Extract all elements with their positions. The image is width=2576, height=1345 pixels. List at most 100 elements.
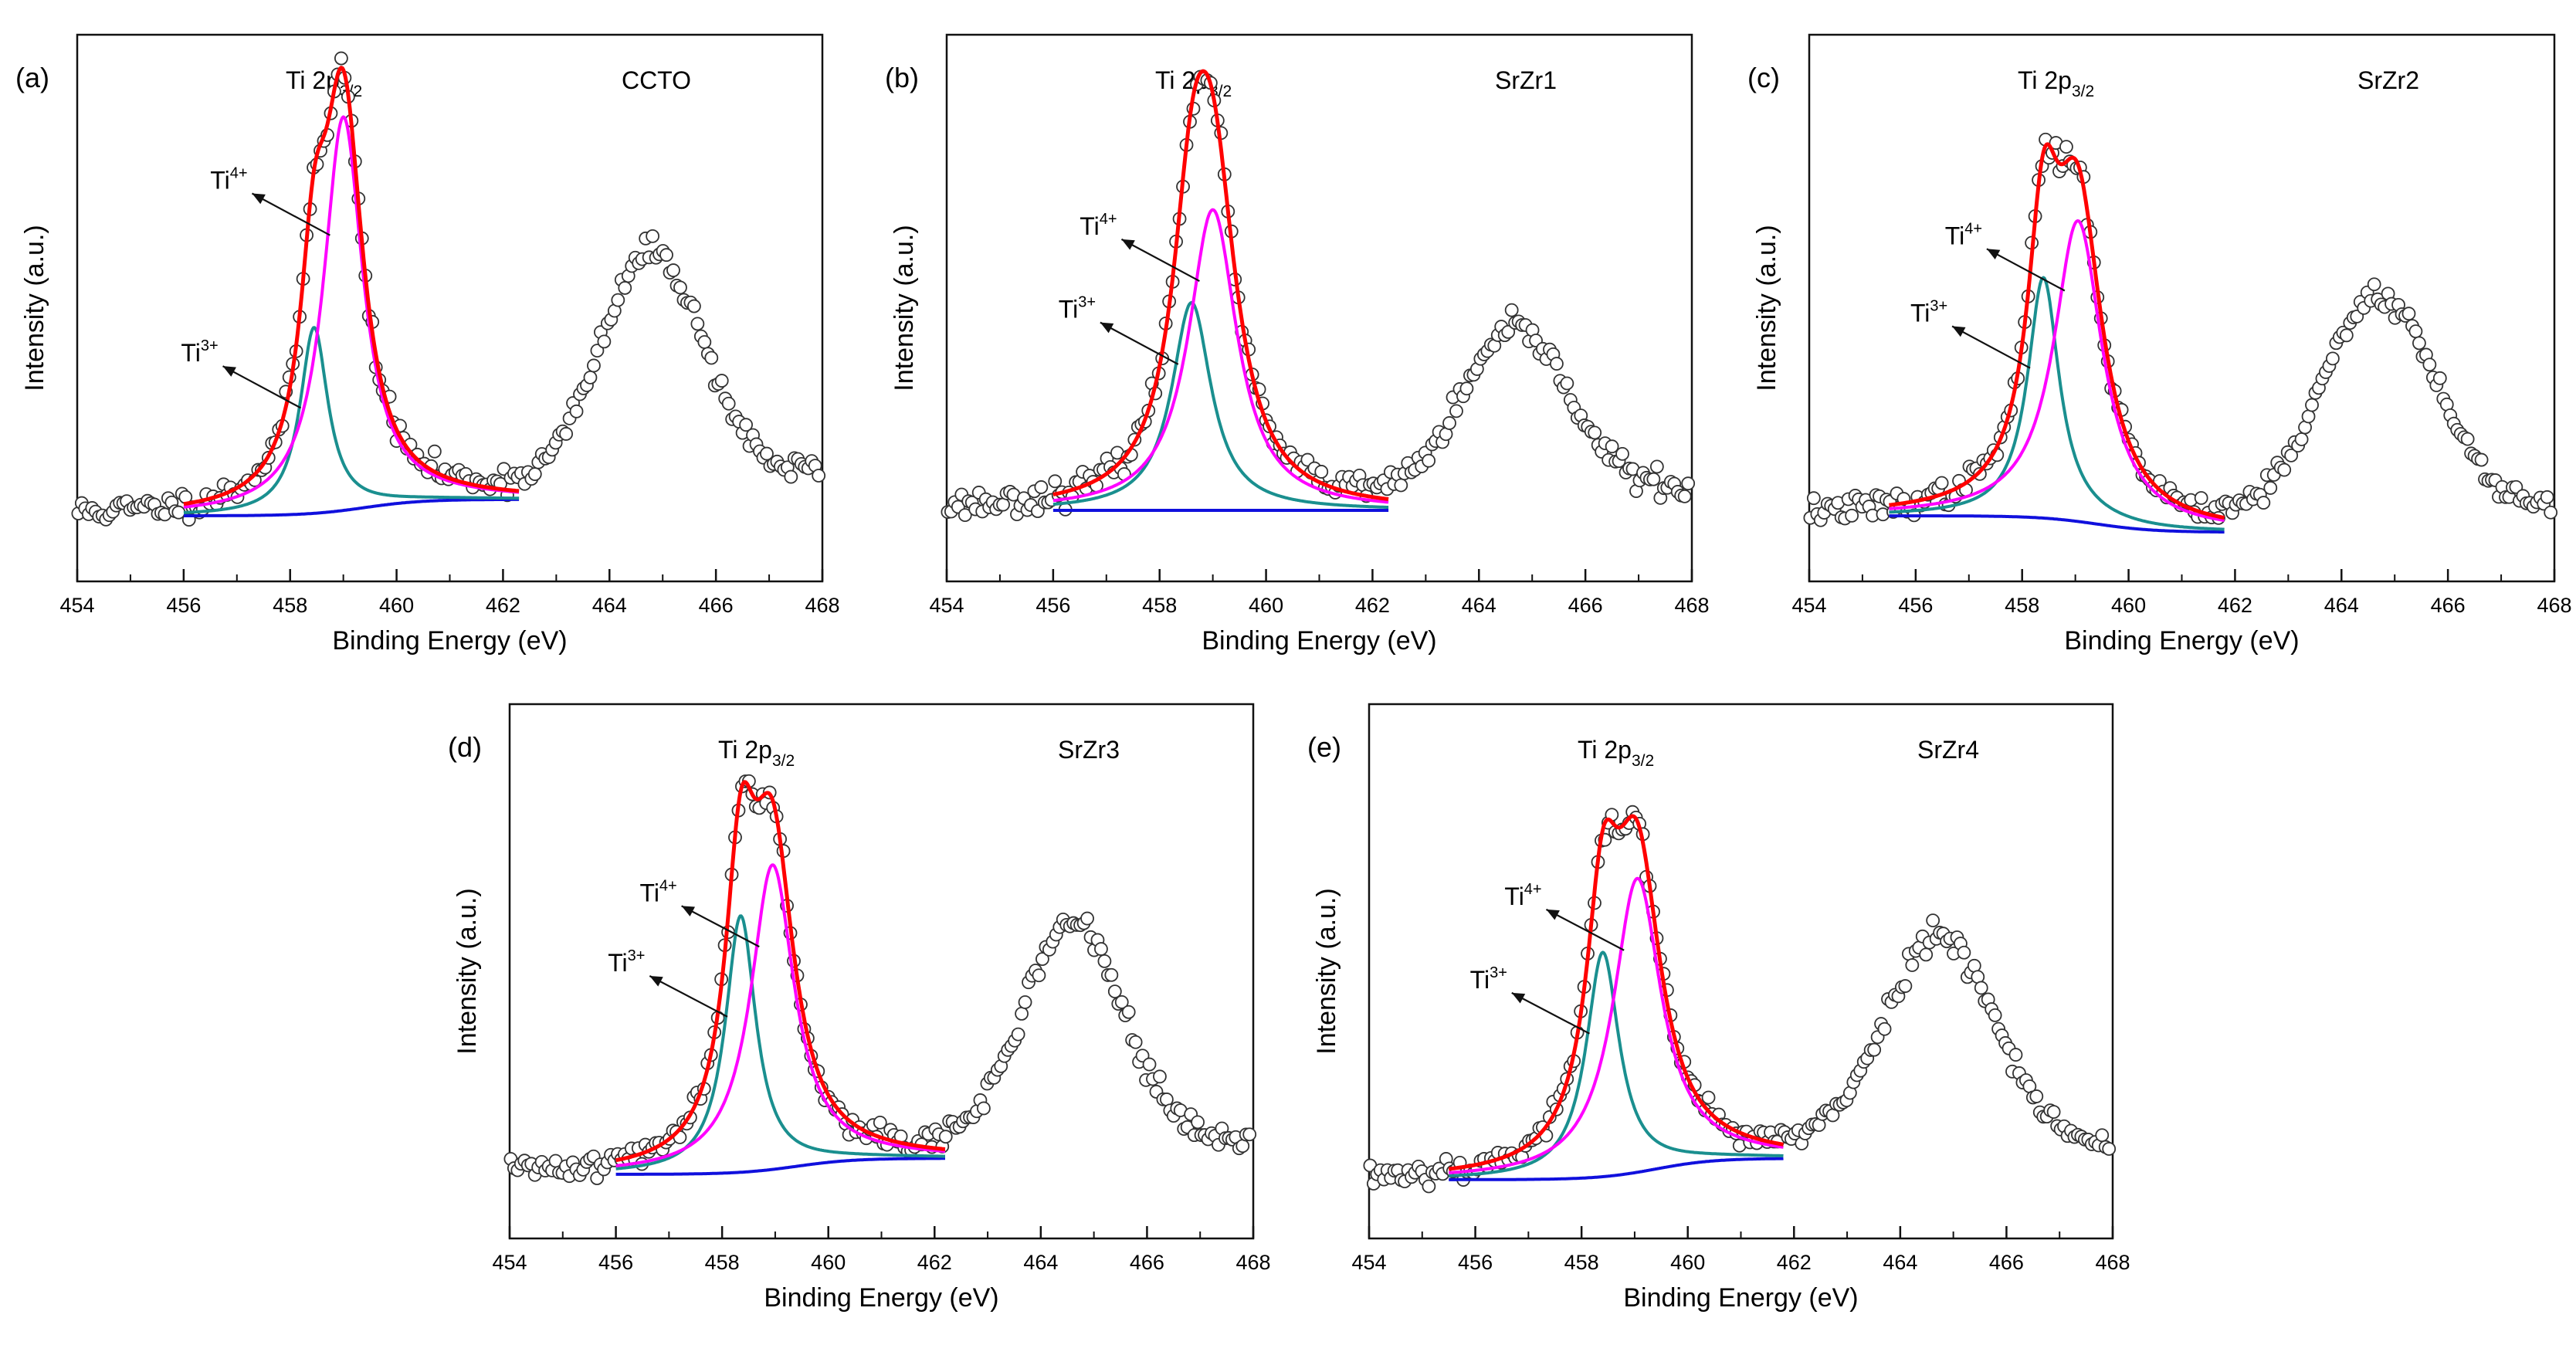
x-tick-label: 466	[2431, 594, 2466, 617]
data-point	[1957, 945, 1971, 960]
data-point	[1032, 968, 1046, 983]
data-point	[1615, 446, 1629, 461]
shirley-background-line	[615, 1157, 946, 1176]
data-point	[1905, 958, 1920, 972]
data-point	[1550, 357, 1564, 371]
ti4-annotation-arrowhead	[681, 906, 696, 916]
data-point	[1107, 984, 1122, 999]
experimental-points	[503, 774, 1257, 1185]
envelope-fit-line	[1888, 142, 2225, 520]
data-point	[1422, 453, 1436, 468]
data-point	[2367, 277, 2381, 292]
data-point	[427, 444, 442, 459]
ti4-annotation-label: Ti4+	[1945, 220, 1982, 249]
ti3-component-line	[183, 326, 520, 514]
ti4-annotation-label: Ti4+	[1504, 881, 1541, 910]
envelope-fit-line	[615, 780, 947, 1163]
panel-e: 454 456 458 460 462 464 466 468 Binding Energy (…	[1307, 703, 2130, 1313]
data-point	[721, 396, 736, 411]
x-tick-label: 462	[917, 1251, 952, 1274]
data-point	[2412, 336, 2426, 351]
ti3-annotation-label: Ti3+	[1910, 297, 1947, 327]
data-point	[1646, 472, 1661, 486]
data-point	[2401, 307, 2416, 321]
data-point	[2305, 398, 2319, 412]
data-point	[2008, 1048, 2023, 1062]
y-axis-label: Intensity (a.u.)	[1312, 888, 1341, 1054]
data-point	[618, 281, 632, 295]
data-point	[2509, 479, 2523, 494]
data-point	[1394, 478, 1408, 493]
figure-panels: 454 456 458 460 462 464 466 468 Binding Energy (…	[15, 33, 2572, 1313]
panel-c: 454 456 458 460 462 464 466 468 Binding Energy (…	[1747, 33, 2572, 656]
x-axis-label: Binding Energy (eV)	[1202, 626, 1436, 656]
panel-label: (b)	[885, 62, 919, 93]
data-point	[1588, 425, 1602, 440]
data-point	[2432, 371, 2447, 385]
ti4-component-line	[183, 115, 520, 509]
data-point	[2059, 140, 2073, 154]
ti3-annotation-superscript: 3+	[1490, 964, 1507, 981]
shirley-background-line	[183, 497, 520, 517]
data-point	[1934, 476, 1949, 490]
data-point	[1560, 376, 1574, 391]
x-tick-label: 454	[929, 594, 964, 617]
data-point	[1677, 489, 1692, 503]
ti3-component-line	[1052, 300, 1389, 509]
x-axis-label: Binding Energy (eV)	[332, 626, 567, 656]
ti3-annotation-arrowhead	[1952, 326, 1966, 337]
data-point	[704, 351, 719, 365]
data-point	[1898, 979, 1913, 993]
ti3-annotation-arrow	[1951, 325, 2031, 369]
x-tick-label: 468	[1674, 594, 1709, 617]
ti3-component-line	[1448, 950, 1785, 1177]
x-axis-label: Binding Energy (eV)	[1623, 1283, 1858, 1313]
ti3-component-line	[1888, 276, 2225, 531]
panel-label: (a)	[15, 62, 49, 93]
x-axis-label: Binding Energy (eV)	[764, 1283, 998, 1313]
x-tick-label: 460	[1249, 594, 1283, 617]
ti4-annotation-arrow	[681, 905, 760, 948]
data-point	[1128, 1035, 1143, 1049]
y-axis-label: Intensity (a.u.)	[1752, 225, 1781, 391]
data-point	[1701, 1090, 1716, 1105]
experimental-points	[1803, 132, 2558, 527]
ti3-annotation-arrowhead	[222, 366, 236, 377]
x-tick-label: 462	[2218, 594, 2252, 617]
sample-name: SrZr3	[1058, 736, 1120, 764]
data-point	[1422, 1179, 1436, 1194]
ti4-annotation-arrow	[251, 192, 330, 236]
ti3-annotation-arrowhead	[1511, 992, 1526, 1004]
data-point	[1142, 1057, 1157, 1072]
sample-name: SrZr2	[2357, 66, 2419, 94]
x-tick-label: 458	[1142, 594, 1177, 617]
data-point	[2540, 490, 2554, 504]
data-point	[1235, 1139, 1250, 1154]
data-point	[1011, 1027, 1025, 1042]
data-point	[2102, 1142, 2117, 1156]
data-point	[2544, 505, 2558, 520]
ti4-component-line	[1448, 876, 1785, 1174]
data-point	[2277, 462, 2292, 477]
data-point	[2046, 1105, 2061, 1120]
x-tick-label: 462	[1777, 1251, 1812, 1274]
data-point	[659, 248, 673, 263]
panel-b: 454 456 458 460 462 464 466 468 Binding Energy (…	[885, 33, 1710, 656]
x-tick-label: 456	[598, 1251, 633, 1274]
ti3-annotation-label: Ti3+	[608, 947, 645, 977]
ti4-annotation-arrow	[1120, 238, 1200, 283]
ti4-annotation-label: Ti4+	[1080, 211, 1117, 240]
x-tick-label: 456	[1458, 1251, 1493, 1274]
x-tick-label: 464	[1462, 594, 1496, 617]
data-point	[1605, 439, 1619, 454]
data-point	[1104, 967, 1119, 982]
x-tick-label: 456	[1035, 594, 1070, 617]
data-point	[714, 374, 729, 388]
data-point	[673, 280, 687, 295]
panel-d: 454 456 458 460 462 464 466 468 Binding Energy (…	[448, 703, 1271, 1313]
data-point	[1121, 1005, 1136, 1019]
data-point	[334, 51, 348, 66]
data-point	[697, 335, 712, 349]
x-tick-label: 462	[486, 594, 520, 617]
data-point	[2339, 328, 2354, 343]
